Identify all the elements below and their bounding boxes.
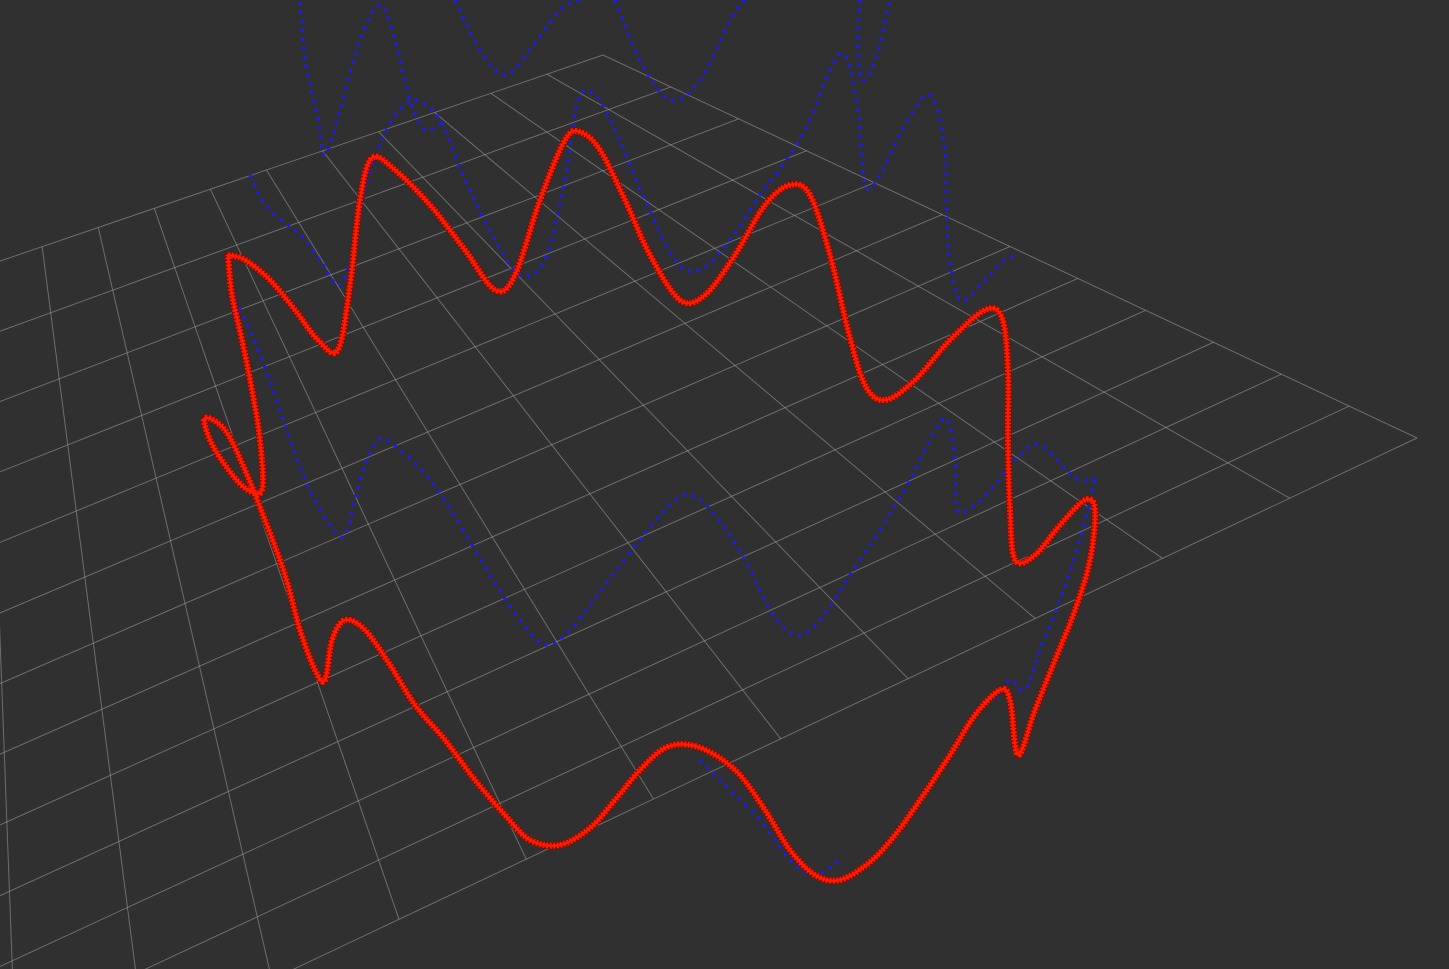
grid-line	[0, 54, 604, 262]
grid-line	[0, 277, 1079, 755]
grid-line	[0, 309, 1146, 826]
grid-line	[41, 246, 136, 969]
blue-trajectory-segment	[298, 1, 446, 157]
blue-trajectory-segment	[613, 0, 747, 103]
grid-line	[0, 341, 1214, 897]
grid-line	[292, 437, 1418, 969]
grid-line	[144, 405, 1350, 969]
red-trajectory-shadow	[200, 127, 1099, 885]
blue-trajectory-segment	[698, 758, 841, 877]
grid-line	[97, 227, 270, 969]
blue-trajectory-segment	[453, 0, 581, 77]
blue-trajectory-segment	[856, 0, 892, 83]
red-trajectory-core	[202, 129, 1097, 883]
ground-grid	[0, 54, 1418, 969]
grid-line	[490, 92, 1163, 559]
blue-trajectory-segment	[233, 299, 1096, 647]
grid-line	[0, 246, 1011, 685]
grid-line	[546, 73, 1290, 499]
grid-line	[378, 131, 909, 680]
red-trajectory-hatch	[201, 127, 1099, 884]
grid-line	[0, 373, 1282, 967]
red-trajectory	[200, 127, 1099, 885]
grid-line	[0, 624, 13, 969]
grid-line	[602, 54, 1418, 439]
grid-line	[0, 86, 672, 332]
blue-trajectory	[233, 0, 1097, 877]
